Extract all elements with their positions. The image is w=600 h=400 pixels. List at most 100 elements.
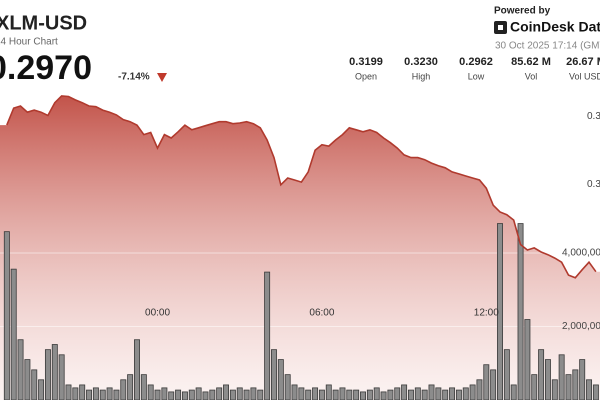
volume-bar — [106, 387, 113, 400]
volume-bar — [175, 389, 182, 400]
timestamp: 30 Oct 2025 17:14 (GMT) — [495, 41, 600, 52]
volume-bar — [442, 389, 449, 400]
volume-bar — [223, 384, 229, 400]
volume-bar — [497, 223, 503, 400]
volume-bar — [44, 349, 51, 400]
volume-bar — [586, 379, 593, 400]
x-tick-label: 00:00 — [145, 308, 170, 319]
volume-bar — [127, 374, 134, 400]
volume-bar — [147, 384, 154, 400]
volume-bar — [120, 379, 127, 400]
volume-bar — [373, 387, 380, 400]
volume-bar — [592, 384, 599, 400]
volume-bar — [209, 389, 216, 400]
volume-bar — [99, 389, 106, 400]
area-fill — [0, 95, 600, 400]
symbol: XLM-USD — [0, 12, 87, 34]
volume-bar — [31, 369, 38, 400]
volume-bar — [284, 374, 291, 400]
x-tick-label: 06:00 — [309, 308, 334, 319]
stat-label: Open — [355, 71, 377, 81]
stat-label: Low — [468, 71, 485, 81]
volume-bar — [72, 387, 79, 400]
volume-bar — [558, 354, 565, 400]
volume-bar — [394, 387, 401, 400]
volume-bar — [531, 374, 538, 400]
volume-bar — [298, 387, 305, 400]
volume-bar — [346, 389, 353, 400]
volume-bar — [517, 223, 524, 400]
volume-bar — [271, 349, 277, 400]
volume-bar — [387, 389, 394, 400]
volume-bar — [476, 379, 483, 400]
y2-tick-label: 4,000,000 — [562, 248, 600, 259]
volume-bar — [332, 389, 339, 400]
volume-bar — [257, 389, 264, 400]
brand: CoinDesk Data — [510, 19, 600, 35]
volume-bar — [216, 387, 223, 400]
volume-bar — [229, 389, 236, 400]
volume-bar — [455, 389, 462, 400]
volume-bar — [325, 384, 332, 400]
brand-logo-inner — [498, 25, 503, 30]
volume-bar — [490, 369, 497, 400]
down-arrow — [157, 73, 167, 82]
volume-bar — [572, 369, 579, 400]
volume-bar — [353, 389, 360, 400]
volume-bar — [65, 384, 72, 400]
volume-bar — [401, 384, 408, 400]
volume-bar — [10, 268, 17, 400]
volume-bar — [243, 389, 250, 400]
volume-bar — [140, 374, 147, 400]
stat-value: 0.3199 — [349, 56, 383, 68]
volume-bar — [3, 231, 10, 400]
volume-bar — [24, 359, 31, 400]
volume-bar — [449, 387, 456, 400]
volume-bar — [462, 387, 469, 400]
volume-bar — [113, 389, 120, 400]
price-line — [6, 95, 597, 279]
y-tick-label: 0.31 — [587, 179, 600, 190]
volume-bar — [524, 319, 531, 400]
volume-bar — [92, 387, 99, 400]
price: 0.2970 — [0, 49, 92, 87]
volume-bar — [291, 384, 298, 400]
volume-bar — [318, 389, 325, 400]
volume-bar — [51, 344, 58, 400]
volume-bar — [134, 339, 140, 400]
volume-bar — [551, 379, 558, 400]
volume-bar — [565, 374, 572, 400]
volume-bar — [360, 391, 366, 400]
volume-bar — [264, 271, 271, 400]
stat-value: 0.3230 — [404, 56, 438, 68]
volume-bar — [510, 384, 517, 400]
y-tick-label: 0.32 — [587, 111, 600, 122]
volume-bar — [188, 389, 195, 400]
volume-bar — [312, 387, 319, 400]
volume-bar — [503, 349, 510, 400]
volume-bar — [579, 359, 586, 400]
stat-label: Vol USD — [569, 71, 600, 81]
volume-bar — [161, 387, 168, 400]
volume-bar — [544, 359, 551, 400]
volume-bar — [339, 387, 346, 400]
volume-bar — [435, 387, 442, 400]
volume-bar — [79, 384, 86, 400]
volume-bar — [202, 391, 209, 400]
change: -7.14% — [118, 72, 150, 83]
volume-bar — [277, 359, 284, 400]
stat-value: 85.62 M — [511, 56, 551, 68]
volume-bar — [86, 389, 93, 400]
volume-bar — [407, 389, 414, 400]
x-tick-label: 12:00 — [474, 308, 499, 319]
volume-bar — [195, 387, 202, 400]
volume-bar — [483, 364, 490, 400]
volume-bar — [58, 354, 65, 400]
volume-bar — [168, 391, 175, 400]
volume-bar — [236, 387, 243, 400]
volume-bar — [38, 379, 45, 400]
volume-bar — [305, 389, 312, 400]
powered-by: Powered by — [494, 6, 551, 17]
volume-bar — [17, 339, 24, 400]
